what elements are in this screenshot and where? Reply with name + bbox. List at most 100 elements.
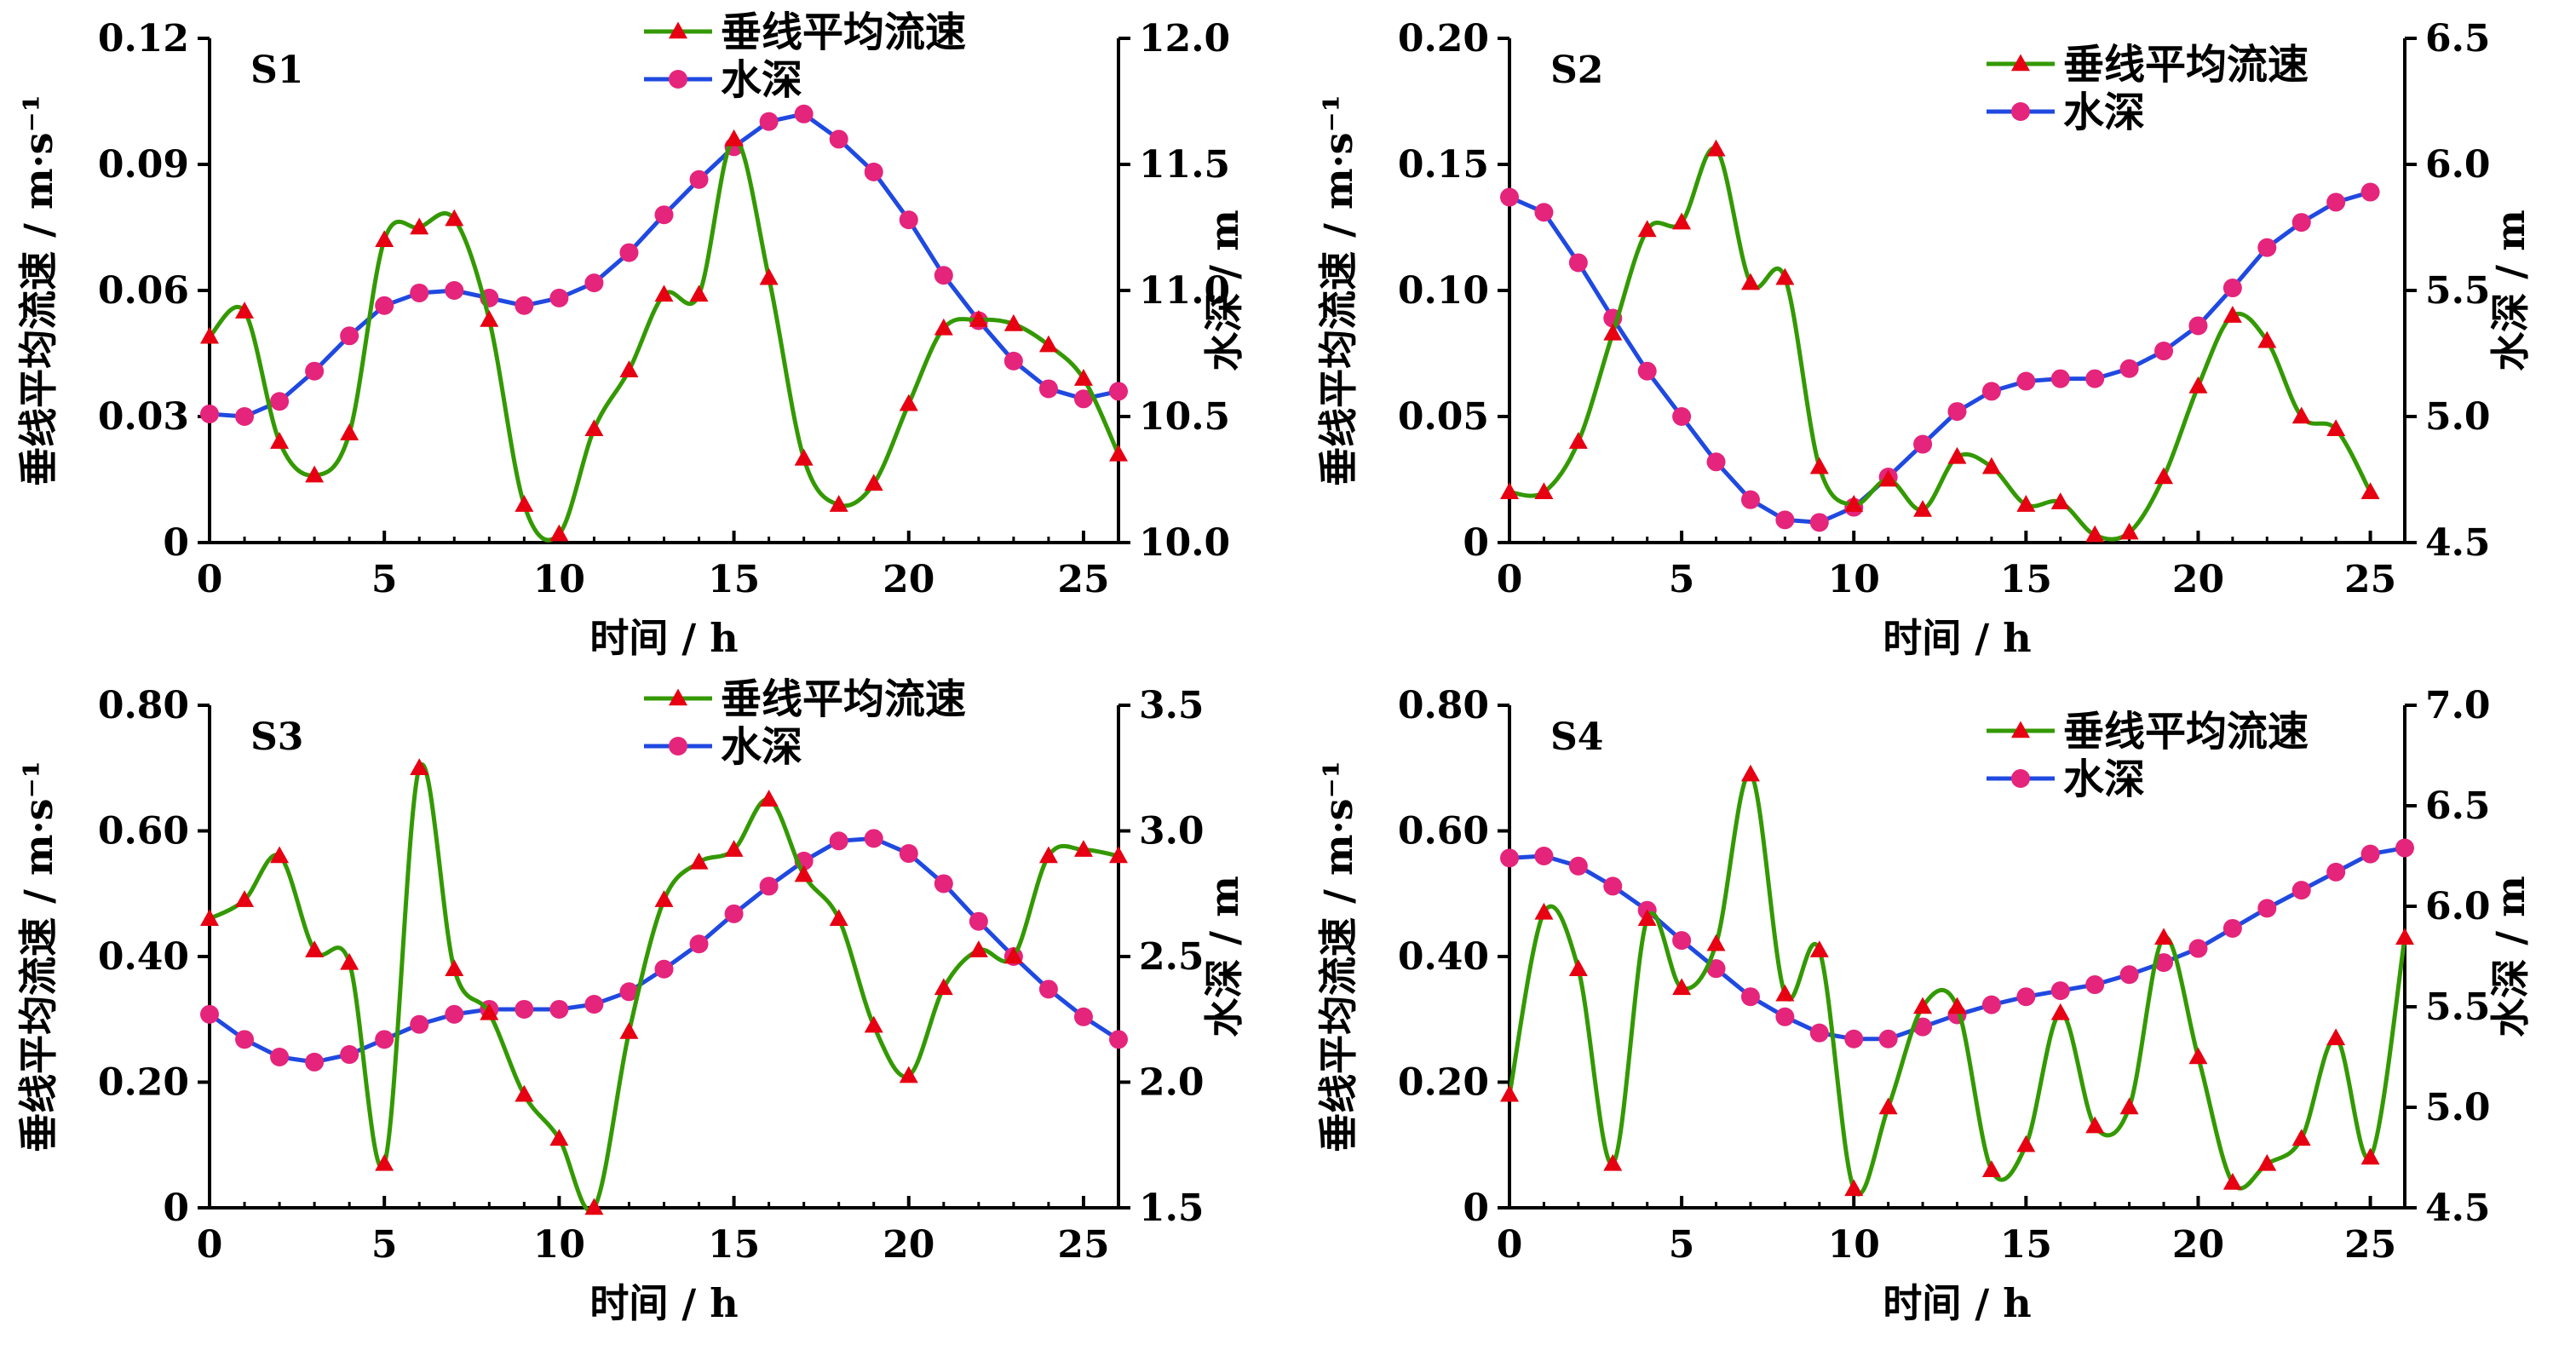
y-left-tick-label: 0.10 — [1398, 269, 1489, 313]
data-point-marker — [410, 758, 429, 775]
series-velocity — [1500, 764, 2414, 1197]
x-axis-label: 时间 / h — [1883, 1280, 2031, 1326]
data-point-marker — [549, 524, 569, 542]
data-point-marker — [1038, 980, 1058, 999]
series-line — [208, 136, 1121, 543]
data-point-marker — [305, 940, 325, 957]
data-point-marker — [2085, 1116, 2105, 1134]
data-point-marker — [2016, 495, 2036, 512]
x-tick-label: 15 — [708, 558, 760, 601]
x-tick-label: 25 — [2344, 558, 2396, 601]
legend-marker — [2011, 721, 2030, 738]
data-point-marker — [619, 982, 639, 1002]
data-point-marker — [2154, 342, 2174, 361]
chart-panel-s3: 0 5 10 15 20 25 0 0.20 0.40 0.60 0.80 1.5 2.0 2.5 3.0 3… — [15, 675, 1247, 1326]
y-right-axis-label: 水深 / m — [2487, 876, 2533, 1037]
data-point-marker — [794, 865, 814, 882]
y-right-tick-label: 11.5 — [1139, 143, 1230, 187]
data-point-marker — [829, 495, 848, 512]
x-tick-label: 10 — [533, 1223, 585, 1267]
data-point-marker — [340, 423, 359, 440]
data-point-marker — [1913, 434, 1933, 454]
series-depth — [200, 104, 1128, 426]
data-point-marker — [1109, 382, 1128, 401]
legend-label: 水深 — [721, 723, 802, 771]
data-point-marker — [2119, 359, 2139, 378]
data-point-marker — [969, 911, 988, 931]
y-left-tick-label: 0.05 — [1398, 395, 1489, 439]
data-point-marker — [1637, 909, 1657, 926]
y-left-tick-label: 0.12 — [98, 17, 189, 60]
y-left-tick-label: 0.03 — [98, 395, 189, 439]
series-depth — [1500, 838, 2414, 1049]
legend-marker — [669, 737, 687, 756]
data-point-marker — [934, 318, 953, 336]
data-point-marker — [1038, 379, 1058, 399]
series-velocity — [200, 758, 1128, 1215]
legend-marker — [2011, 102, 2030, 121]
y-left-tick-label: 0.80 — [98, 684, 189, 727]
data-point-marker — [235, 890, 255, 907]
data-point-marker — [2119, 1097, 2139, 1115]
data-point-marker — [1672, 931, 1692, 951]
x-tick-label: 20 — [883, 558, 934, 601]
data-point-marker — [654, 959, 674, 979]
y-left-tick-label: 0.09 — [98, 143, 189, 187]
data-point-marker — [200, 405, 219, 424]
data-point-marker — [1809, 513, 1829, 532]
data-point-marker — [1003, 351, 1023, 371]
data-point-marker — [1038, 335, 1058, 353]
legend-marker — [669, 21, 687, 39]
data-point-marker — [584, 273, 604, 293]
legend-label: 水深 — [2063, 756, 2145, 803]
data-point-marker — [1109, 1030, 1128, 1049]
data-point-marker — [2154, 928, 2174, 945]
data-point-marker — [2326, 1028, 2346, 1046]
data-point-marker — [1038, 846, 1058, 864]
series-velocity — [200, 129, 1128, 543]
y-left-tick-label: 0.20 — [98, 1061, 189, 1105]
data-point-marker — [2395, 928, 2414, 945]
y-right-axis-label: 水深 / m — [2487, 210, 2533, 371]
data-point-marker — [2119, 522, 2139, 540]
data-point-marker — [1947, 402, 1967, 422]
data-point-marker — [619, 360, 639, 377]
y-right-tick-label: 2.0 — [1139, 1061, 1205, 1105]
data-point-marker — [480, 1003, 499, 1020]
data-point-marker — [864, 1015, 883, 1033]
y-right-tick-label: 10.0 — [1139, 521, 1230, 565]
legend-label: 垂线平均流速 — [2063, 41, 2309, 89]
data-point-marker — [829, 909, 848, 926]
data-point-marker — [794, 104, 814, 124]
data-point-marker — [445, 1004, 464, 1024]
data-point-marker — [1740, 490, 1760, 509]
data-point-marker — [2188, 939, 2208, 958]
x-tick-label: 20 — [2172, 1223, 2224, 1267]
data-point-marker — [1003, 313, 1023, 331]
data-point-marker — [1637, 361, 1657, 381]
data-point-marker — [515, 999, 534, 1019]
legend-marker — [669, 70, 687, 89]
data-point-marker — [2360, 844, 2380, 864]
x-tick-label: 5 — [1669, 1223, 1695, 1267]
y-left-tick-label: 0.06 — [98, 269, 189, 313]
y-right-tick-label: 11.0 — [1139, 269, 1230, 313]
data-point-marker — [1672, 212, 1692, 230]
x-tick-label: 0 — [1497, 1223, 1523, 1267]
data-point-marker — [2257, 330, 2277, 348]
data-point-marker — [2085, 525, 2105, 543]
data-point-marker — [445, 209, 464, 227]
data-point-marker — [445, 959, 464, 976]
data-point-marker — [340, 1045, 359, 1065]
data-point-marker — [480, 309, 499, 327]
data-point-marker — [899, 1066, 918, 1083]
data-point-marker — [1073, 369, 1093, 386]
y-right-tick-label: 6.5 — [2425, 784, 2491, 828]
x-tick-label: 10 — [533, 558, 585, 601]
data-point-marker — [515, 1084, 534, 1102]
data-point-marker — [1775, 267, 1795, 285]
y-left-tick-label: 0 — [163, 1186, 189, 1230]
